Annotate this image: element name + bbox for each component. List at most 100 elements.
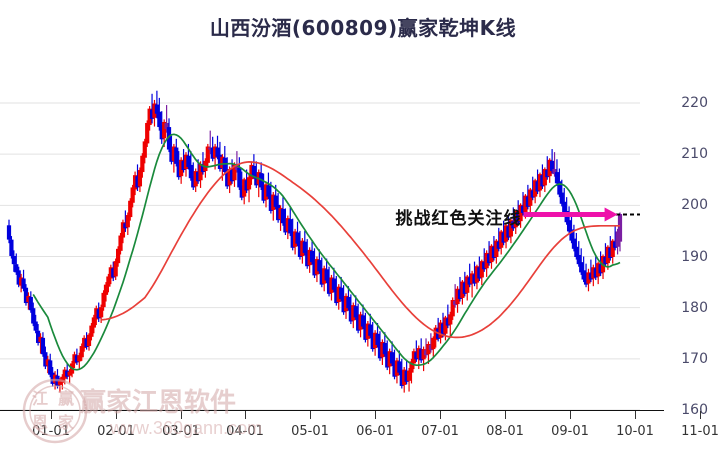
candle-body <box>43 352 48 367</box>
candle-body <box>251 165 256 177</box>
page-title: 山西汾酒(600809)赢家乾坤K线 <box>209 16 517 40</box>
candle-body <box>406 370 412 381</box>
candlestick-canvas <box>0 90 640 410</box>
watermark-url: www.360gann.com <box>110 418 263 438</box>
candle-body <box>518 204 523 222</box>
candle-body <box>142 141 147 158</box>
watermark-logo-char: 恩 <box>32 413 48 432</box>
candle-body <box>552 169 557 175</box>
x-axis-tick-label: 02-01 <box>97 424 135 439</box>
candle-body <box>21 278 26 289</box>
candle-body <box>579 262 584 273</box>
x-axis-tick-mark <box>570 411 571 419</box>
x-axis-tick-label: 06-01 <box>356 424 394 439</box>
candle-body <box>89 325 94 337</box>
y-axis-tick-label: 190 <box>681 248 708 265</box>
candle-body <box>40 337 46 355</box>
watermark-logo-char: 江 <box>32 389 48 408</box>
candle-body <box>479 261 484 278</box>
x-axis-tick-mark <box>375 411 376 419</box>
candle-body <box>205 146 210 163</box>
candle-body <box>237 167 242 188</box>
x-axis-tick-mark <box>51 411 52 419</box>
y-axis-tick-label: 220 <box>681 95 708 111</box>
candle-body <box>569 229 574 241</box>
candle-body <box>137 170 143 187</box>
candle-body <box>266 185 271 197</box>
candle-body <box>162 121 167 139</box>
candle-body <box>91 317 96 328</box>
candle-body <box>113 261 118 277</box>
candle-body <box>617 214 623 242</box>
candle-body <box>48 360 53 375</box>
candle-body <box>130 187 135 203</box>
candle-body <box>295 232 300 244</box>
watermark-logo-char: 家 <box>58 413 75 432</box>
x-axis-tick-mark <box>181 411 182 419</box>
candle-body <box>28 296 33 311</box>
candle-body <box>174 147 179 164</box>
candle-body <box>101 292 106 308</box>
candle-body <box>317 260 322 272</box>
candle-body <box>382 342 387 355</box>
annotation-arrow-head <box>604 207 618 222</box>
x-axis-tick-mark <box>505 411 506 419</box>
candle-body <box>353 306 358 318</box>
x-axis-tick-mark <box>310 411 311 419</box>
candle-body <box>31 308 36 324</box>
candle-body <box>99 307 104 318</box>
candle-body <box>103 284 109 295</box>
x-axis-tick-mark <box>116 411 117 419</box>
plot-area[interactable] <box>0 60 640 410</box>
candle-body <box>339 287 344 299</box>
candle-body <box>11 256 16 265</box>
candle-body <box>566 220 572 232</box>
candle-body <box>389 352 395 364</box>
candle-body <box>280 208 286 224</box>
candle-body <box>581 270 586 280</box>
candle-body <box>302 241 307 253</box>
candle-body <box>125 215 130 228</box>
candle-body <box>324 269 329 281</box>
watermark-inner-ring <box>29 385 81 437</box>
candle-body <box>550 160 555 172</box>
x-axis-tick-label: 11-01 <box>681 424 719 439</box>
candle-body <box>154 104 160 114</box>
x-axis-tick-mark <box>635 411 636 419</box>
watermark-outer-ring <box>22 378 88 444</box>
candle-body <box>562 201 567 213</box>
candle-body <box>246 177 252 190</box>
candle-body <box>79 346 84 358</box>
candle-body <box>215 147 220 157</box>
candle-body <box>157 111 162 128</box>
candle-body <box>443 317 448 334</box>
candle-body <box>35 330 41 343</box>
candle-body <box>576 254 581 265</box>
y-axis-tick-label: 200 <box>681 197 708 214</box>
candle-body <box>9 239 14 256</box>
candle-body <box>140 155 145 173</box>
candle-body <box>559 192 564 204</box>
candle-body <box>450 300 455 317</box>
ma-long-line <box>101 161 620 339</box>
candle-body <box>67 371 72 376</box>
candle-body <box>188 164 193 179</box>
x-axis-line <box>0 410 664 411</box>
candle-body <box>23 287 29 304</box>
candle-body <box>145 122 150 144</box>
candle-body <box>508 220 513 237</box>
candle-body <box>120 222 126 238</box>
candle-body <box>557 181 562 195</box>
candle-body <box>448 314 453 325</box>
candle-body <box>542 169 547 186</box>
candle-body <box>368 324 373 336</box>
candle-body <box>360 315 366 327</box>
candle-body <box>33 321 38 331</box>
candle-body <box>128 200 133 218</box>
candle-body <box>375 333 380 346</box>
x-axis-tick-mark <box>700 411 701 419</box>
x-axis-tick-label: 10-01 <box>616 424 654 439</box>
y-axis-tick-label: 170 <box>681 350 708 367</box>
candle-body <box>106 276 111 287</box>
